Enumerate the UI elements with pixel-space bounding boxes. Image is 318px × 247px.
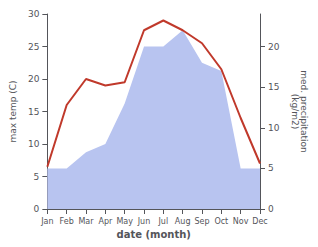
svg-text:Oct: Oct [214,217,228,226]
svg-text:0: 0 [34,204,40,214]
svg-text:med. precipitation: med. precipitation [298,70,309,153]
svg-text:10: 10 [28,139,40,149]
svg-text:Sep: Sep [194,217,209,226]
svg-text:Aug: Aug [175,217,191,226]
svg-text:Mar: Mar [78,217,94,226]
svg-text:Dec: Dec [252,217,267,226]
svg-text:15: 15 [268,82,279,92]
svg-text:5: 5 [34,172,40,182]
svg-text:Jan: Jan [40,217,53,226]
svg-text:10: 10 [268,123,280,133]
svg-text:0: 0 [268,204,274,214]
svg-text:Jul: Jul [158,217,169,226]
svg-text:5: 5 [268,163,274,173]
svg-text:(kg/m2): (kg/m2) [290,94,300,129]
svg-text:Feb: Feb [60,217,74,226]
svg-text:May: May [116,217,133,226]
svg-text:20: 20 [28,74,40,84]
svg-text:15: 15 [28,107,39,117]
svg-text:Nov: Nov [233,217,249,226]
svg-text:max temp (C): max temp (C) [8,80,18,142]
svg-text:25: 25 [28,42,39,52]
svg-text:20: 20 [268,42,280,52]
svg-text:Apr: Apr [98,217,113,226]
svg-text:30: 30 [28,9,40,19]
svg-text:Jun: Jun [137,217,151,226]
svg-text:date (month): date (month) [116,229,190,240]
